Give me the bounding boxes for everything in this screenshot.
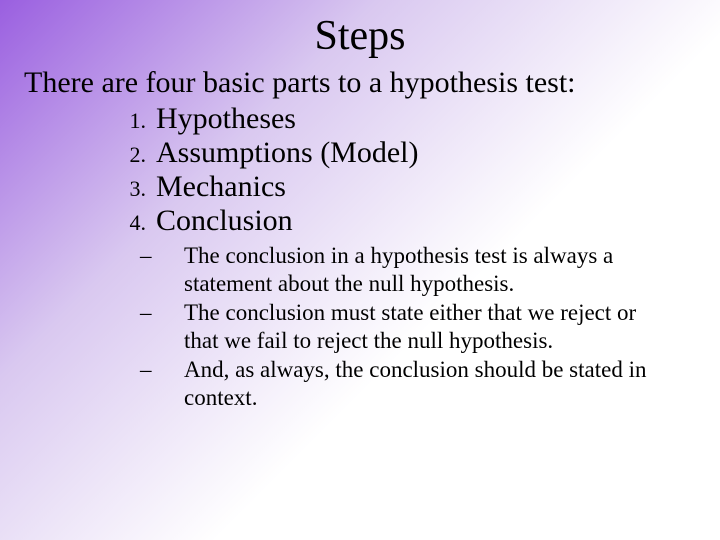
slide: Steps There are four basic parts to a hy… xyxy=(0,0,720,540)
sub-bullet-text: The conclusion in a hypothesis test is a… xyxy=(184,242,700,298)
numbered-list: 1. Hypotheses 2. Assumptions (Model) 3. Mecha… xyxy=(120,102,700,238)
sub-bullet-list: –The conclusion in a hypothesis test is … xyxy=(140,242,700,412)
numbered-marker: 2. xyxy=(120,142,146,168)
sub-bullet-item: –The conclusion in a hypothesis test is … xyxy=(140,242,700,298)
numbered-text: Conclusion xyxy=(156,204,293,237)
numbered-item: 4. Conclusion xyxy=(120,204,700,238)
sub-bullet-text: And, as always, the conclusion should be… xyxy=(184,356,700,412)
numbered-text: Hypotheses xyxy=(156,102,296,135)
dash-icon: – xyxy=(140,299,184,355)
dash-icon: – xyxy=(140,242,184,298)
numbered-text: Mechanics xyxy=(156,170,286,203)
slide-title: Steps xyxy=(20,12,700,60)
numbered-text: Assumptions (Model) xyxy=(156,136,419,169)
intro-text: There are four basic parts to a hypothes… xyxy=(24,66,700,100)
numbered-item: 2. Assumptions (Model) xyxy=(120,136,700,170)
sub-bullet-item: –And, as always, the conclusion should b… xyxy=(140,356,700,412)
numbered-marker: 4. xyxy=(120,210,146,236)
sub-bullet-item: –The conclusion must state either that w… xyxy=(140,299,700,355)
dash-icon: – xyxy=(140,356,184,412)
numbered-marker: 3. xyxy=(120,176,146,202)
numbered-marker: 1. xyxy=(120,108,146,134)
numbered-item: 3. Mechanics xyxy=(120,170,700,204)
numbered-item: 1. Hypotheses xyxy=(120,102,700,136)
sub-bullet-text: The conclusion must state either that we… xyxy=(184,299,700,355)
